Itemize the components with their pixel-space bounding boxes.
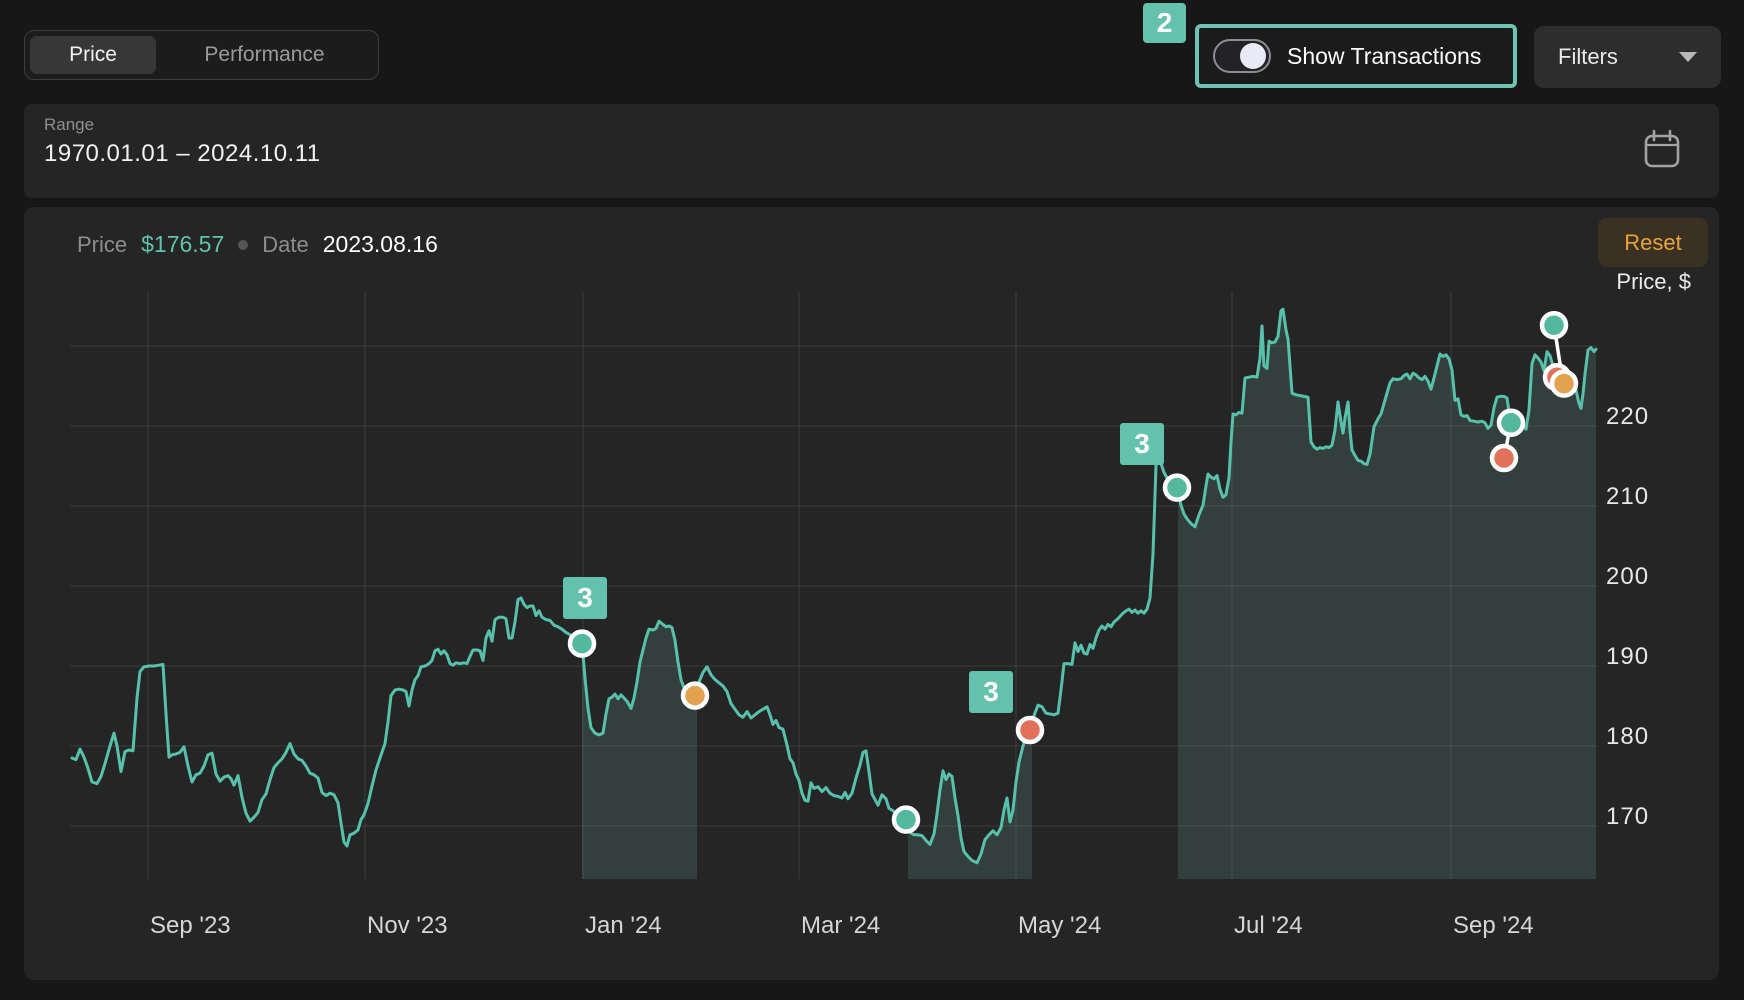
filters-label: Filters — [1558, 44, 1618, 69]
tab-performance[interactable]: Performance — [204, 43, 325, 66]
tab-price[interactable]: Price — [30, 36, 156, 74]
tooltip-date-value: 2023.08.16 — [322, 231, 438, 257]
chevron-down-icon — [1679, 52, 1697, 62]
price-chart-card: Price $176.57 Date 2023.08.16 Reset Pric… — [24, 207, 1719, 980]
tooltip-price-label: Price — [77, 231, 128, 257]
show-transactions-label: Show Transactions — [1287, 42, 1482, 69]
show-transactions-toggle[interactable] — [1213, 39, 1271, 73]
range-value: 1970.01.01 – 2024.10.11 — [44, 140, 321, 167]
tooltip-price-value: $176.57 — [141, 231, 225, 257]
reset-button[interactable]: Reset — [1598, 218, 1708, 267]
y-axis-title: Price, $ — [1616, 269, 1691, 294]
date-range-card: Range 1970.01.01 – 2024.10.11 — [24, 104, 1719, 198]
chart-tooltip-header: Price $176.57 Date 2023.08.16 — [77, 231, 438, 258]
show-transactions-highlight: Show Transactions — [1195, 24, 1517, 88]
calendar-icon[interactable] — [1643, 128, 1681, 170]
range-label: Range — [44, 115, 95, 134]
view-tab-group: Price Performance — [24, 30, 379, 80]
filters-button[interactable]: Filters — [1534, 26, 1721, 88]
toggle-knob — [1240, 43, 1266, 69]
tooltip-date-label: Date — [262, 231, 309, 257]
dot-separator-icon — [238, 239, 249, 250]
step-badge-2: 2 — [1143, 3, 1186, 43]
